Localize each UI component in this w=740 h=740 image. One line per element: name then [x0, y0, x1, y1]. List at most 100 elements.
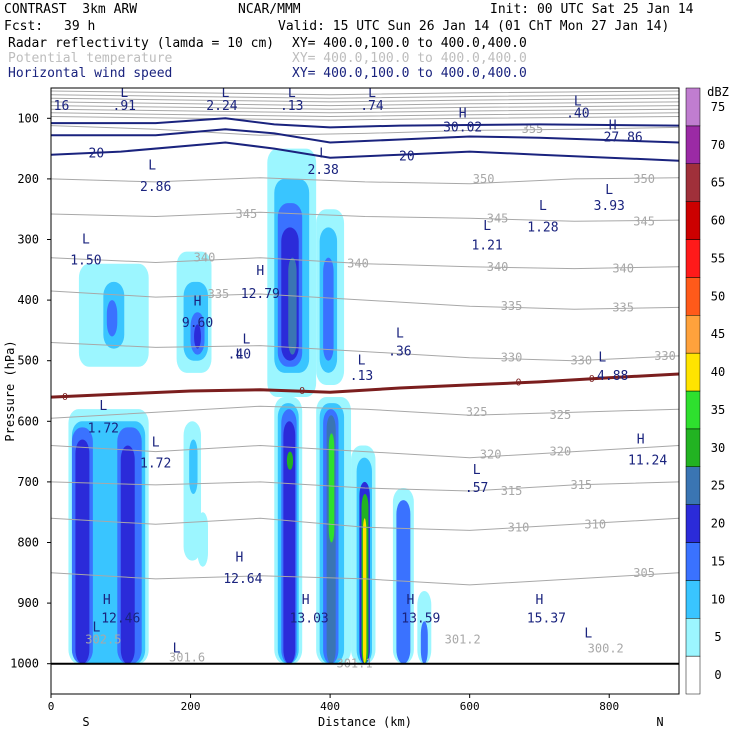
- theta-label-15: 330: [654, 349, 676, 363]
- theta-label-2: 350: [633, 172, 655, 186]
- colorbar-swatch-35: [685, 390, 701, 430]
- annotation-56: H: [536, 593, 544, 608]
- annotation-10: 30.02: [443, 120, 482, 135]
- colorbar-swatch-30: [685, 428, 701, 467]
- annotation-52: H: [302, 593, 310, 608]
- wind-contour-0: [51, 141, 679, 162]
- y-tick-label-5: 600: [17, 414, 39, 428]
- theta-label-4: 345: [487, 211, 509, 225]
- y-tick-label-4: 500: [17, 354, 39, 368]
- colorbar-swatch-0: [685, 655, 701, 695]
- annotation-17: L: [319, 146, 327, 161]
- theta-contour-315: [51, 481, 679, 492]
- theta-label-3: 345: [236, 207, 258, 221]
- annotation-38: L: [598, 351, 606, 366]
- annotation-28: 12.79: [241, 287, 280, 302]
- theta-contour-310: [51, 517, 679, 531]
- theta-label-9: 340: [612, 262, 634, 276]
- annotation-24: 1.21: [471, 239, 502, 254]
- annotation-60: L: [584, 626, 592, 641]
- theta-label-14: 330: [570, 354, 592, 368]
- theta-contour-355: [51, 125, 679, 136]
- theta-contour-325: [51, 405, 679, 419]
- colorbar-label-10: 10: [711, 592, 725, 606]
- colorbar-swatch-40: [685, 352, 701, 392]
- colorbar-swatch-70: [685, 125, 701, 164]
- y-tick-label-6: 700: [17, 475, 39, 489]
- annotation-45: 11.24: [628, 454, 667, 469]
- annotation-35: .36: [388, 345, 411, 360]
- reflectivity-cell-40: [396, 500, 411, 664]
- theta-contour-330: [51, 342, 679, 362]
- reflectivity-cell-12: [194, 324, 202, 349]
- annotation-59: L: [173, 642, 181, 657]
- annotation-54: H: [406, 593, 414, 608]
- colorbar-label-75: 75: [711, 100, 725, 114]
- theta-contour-320: [51, 444, 679, 459]
- colorbar-swatch-75: [685, 87, 701, 127]
- annotation-49: 12.64: [223, 572, 262, 587]
- colorbar-swatch-50: [685, 277, 701, 316]
- annotation-37: .13: [350, 369, 373, 384]
- annotation-33: .40: [228, 348, 251, 363]
- annotation-11: L: [574, 94, 582, 109]
- annotation-15: L: [148, 159, 156, 174]
- model-title: CONTRAST 3km ARW: [4, 2, 138, 17]
- reflectivity-cell-14: [189, 439, 198, 495]
- theta-contour-upper-5: [51, 108, 679, 114]
- theta-contour-upper-0: [51, 90, 679, 96]
- field-wind-xy: XY= 400.0,100.0 to 400.0,400.0: [292, 66, 527, 81]
- theta-label-25: 302.5: [85, 632, 121, 646]
- theta-label-28: 300.2: [588, 642, 624, 656]
- annotation-31: L: [242, 332, 250, 347]
- annotation-22: 3.93: [594, 199, 625, 214]
- theta-label-23: 310: [584, 517, 606, 531]
- theta-contour-upper-4: [51, 105, 679, 110]
- reflectivity-cell-8: [106, 300, 118, 337]
- init-time: Init: 00 UTC Sat 25 Jan 14: [490, 2, 694, 17]
- y-tick-label-0: 100: [17, 111, 39, 125]
- x-tick-label-0: 0: [48, 700, 55, 713]
- colorbar-label-70: 70: [711, 138, 725, 152]
- annotation-3: L: [222, 86, 230, 101]
- wind-label-1: 20: [399, 149, 415, 164]
- y-tick-label-8: 900: [17, 596, 39, 610]
- zero-label-0: 0: [62, 392, 68, 403]
- annotation-26: 1.50: [70, 254, 101, 269]
- annotation-43: 1.72: [140, 457, 171, 472]
- annotation-23: L: [483, 219, 491, 234]
- colorbar-label-35: 35: [711, 403, 725, 417]
- annotation-6: .13: [280, 99, 303, 114]
- y-tick-label-1: 200: [17, 172, 39, 186]
- reflectivity-cell-23: [323, 257, 334, 361]
- theta-label-7: 340: [347, 257, 369, 271]
- colorbar-swatch-55: [685, 239, 701, 278]
- south-label: S: [82, 715, 89, 729]
- reflectivity-cell-15: [197, 512, 208, 567]
- annotation-53: 13.03: [290, 611, 329, 626]
- center-label: NCAR/MMM: [238, 2, 301, 17]
- annotation-39: 4.88: [597, 369, 628, 384]
- theta-label-16: 325: [466, 405, 488, 419]
- annotation-30: 9.60: [182, 316, 213, 331]
- colorbar-swatch-15: [685, 542, 701, 581]
- wind-label-0: 20: [89, 146, 105, 161]
- y-tick-label-3: 400: [17, 293, 39, 307]
- theta-label-26: 301.6: [169, 651, 205, 665]
- colorbar-label-60: 60: [711, 214, 725, 228]
- colorbar-label-55: 55: [711, 251, 725, 265]
- colorbar-label-50: 50: [711, 289, 725, 303]
- annotation-12: .40: [566, 106, 589, 121]
- annotation-48: H: [235, 551, 243, 566]
- fcst-label: Fcst:: [4, 19, 44, 34]
- theta-label-24: 305: [633, 566, 655, 580]
- x-tick-label-1: 200: [181, 700, 201, 713]
- field-reflectivity-xy: XY= 400.0,100.0 to 400.0,400.0: [292, 36, 527, 51]
- theta-label-11: 335: [501, 299, 523, 313]
- annotation-46: L: [473, 463, 481, 478]
- theta-label-6: 340: [194, 251, 216, 265]
- reflectivity-cell-27: [283, 421, 296, 664]
- north-label: N: [656, 715, 663, 729]
- colorbar-swatch-45: [685, 315, 701, 354]
- reflectivity-cell-33: [328, 433, 335, 543]
